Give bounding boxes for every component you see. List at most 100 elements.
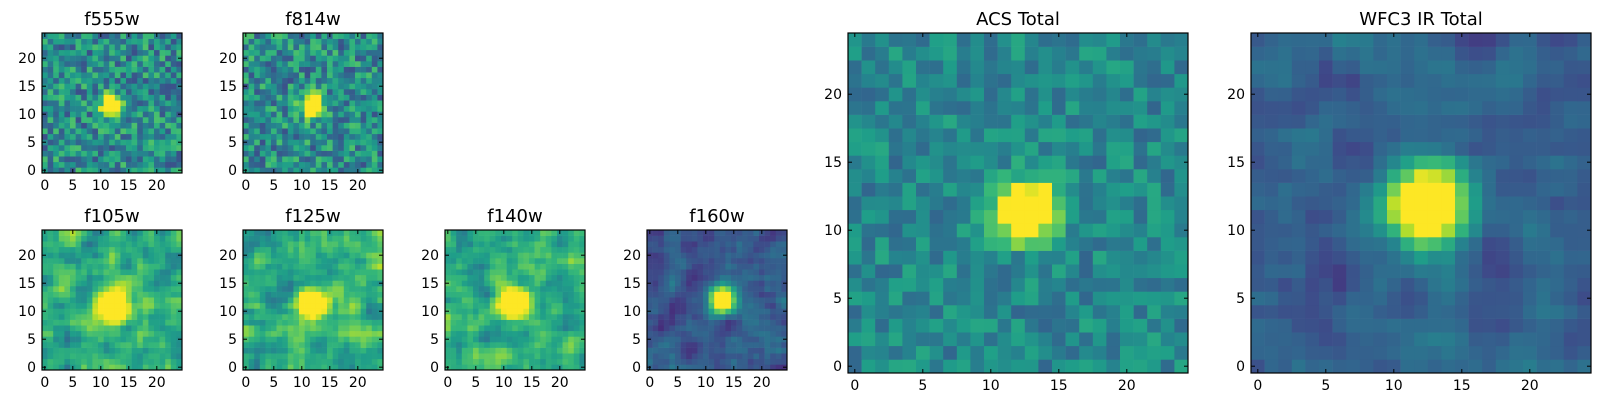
heatmap-cell (98, 258, 104, 264)
heatmap-cell (956, 223, 971, 238)
heatmap-cell (315, 246, 322, 253)
heatmap-cell (753, 263, 760, 270)
heatmap-cell (137, 252, 144, 259)
heatmap-cell (512, 325, 519, 332)
heatmap-cell (512, 353, 519, 360)
heatmap-cell (861, 196, 876, 211)
heatmap-cell (366, 167, 373, 174)
heatmap-cell (495, 235, 502, 242)
heatmap-cell (1079, 277, 1094, 292)
heatmap-cell (70, 83, 76, 90)
heatmap-cell (669, 297, 676, 304)
heatmap-cell (652, 269, 659, 276)
heatmap-cell (92, 94, 99, 101)
heatmap-cell (1359, 305, 1374, 319)
heatmap-cell (875, 223, 890, 238)
heatmap-cell (271, 111, 277, 118)
heatmap-cell (686, 286, 693, 292)
heatmap-cell (669, 319, 676, 326)
heatmap-cell (517, 252, 524, 259)
heatmap-cell (484, 230, 491, 236)
heatmap-cell (916, 114, 930, 129)
heatmap-cell (764, 291, 771, 298)
heatmap-cell (1482, 318, 1497, 333)
heatmap-cell (64, 161, 71, 168)
heatmap-cell (1024, 345, 1039, 360)
heatmap-cell (154, 269, 160, 276)
heatmap-cell (287, 258, 294, 264)
heatmap-cell (53, 105, 60, 112)
heatmap-cell (282, 105, 289, 112)
heatmap-cell (997, 60, 1012, 75)
heatmap-cell (103, 263, 110, 270)
heatmap-cell (120, 246, 127, 253)
heatmap-cell (495, 353, 502, 360)
heatmap-cell (573, 280, 580, 287)
heatmap-cell (64, 61, 71, 67)
heatmap-cell (478, 274, 485, 281)
heatmap-cell (159, 330, 166, 337)
heatmap-cell (753, 314, 760, 320)
heatmap-cell (461, 364, 468, 371)
heatmap-cell (154, 133, 160, 140)
heatmap-cell (371, 100, 378, 107)
heatmap-cell (512, 314, 519, 320)
heatmap-cell (259, 246, 266, 253)
heatmap-cell (691, 252, 698, 259)
heatmap-cell (271, 145, 277, 151)
heatmap-cell (131, 133, 138, 140)
heatmap-cell (103, 94, 110, 101)
heatmap-cell (248, 342, 255, 348)
heatmap-cell (1011, 182, 1026, 197)
heatmap-cell (861, 182, 876, 197)
heatmap-cell (461, 308, 468, 315)
heatmap-cell (321, 342, 328, 348)
heatmap-cell (109, 364, 116, 371)
heatmap-cell (506, 353, 513, 360)
heatmap-cell (970, 182, 985, 197)
heatmap-cell (714, 347, 721, 354)
heatmap-cell (568, 241, 575, 248)
heatmap-cell (1523, 169, 1537, 183)
heatmap-cell (1550, 291, 1565, 306)
heatmap-cell (1359, 196, 1374, 211)
heatmap-cell (1106, 73, 1121, 88)
heatmap-cell (98, 156, 104, 163)
heatmap-cell (126, 353, 132, 360)
heatmap-cell (64, 111, 71, 118)
heatmap-cell (349, 105, 356, 112)
heatmap-cell (355, 263, 361, 270)
heatmap-cell (154, 128, 160, 135)
heatmap-cell (1120, 305, 1134, 319)
heatmap-cell (114, 105, 121, 112)
heatmap-cell (1133, 359, 1148, 374)
heatmap-cell (1065, 46, 1080, 61)
heatmap-cell (1291, 345, 1306, 360)
heatmap-cell (310, 230, 317, 236)
heatmap-cell (276, 105, 283, 112)
heatmap-cell (1346, 264, 1361, 279)
heatmap-cell (70, 269, 76, 276)
heatmap-cell (1346, 305, 1361, 319)
heatmap-cell (42, 241, 48, 248)
heatmap-cell (42, 347, 48, 354)
heatmap-cell (658, 258, 665, 264)
heatmap-cell (759, 319, 765, 326)
heatmap-cell (47, 61, 54, 67)
heatmap-cell (1120, 128, 1134, 143)
heatmap-cell (848, 196, 862, 211)
heatmap-cell (663, 353, 670, 360)
heatmap-cell (473, 325, 479, 332)
heatmap-cell (148, 308, 155, 315)
heatmap-cell (997, 33, 1012, 47)
heatmap-cell (142, 145, 149, 151)
heatmap-cell (70, 325, 76, 332)
heatmap-cell (53, 128, 60, 135)
heatmap-cell (956, 155, 971, 170)
heatmap-cell (114, 291, 121, 298)
heatmap-cell (456, 269, 463, 276)
heatmap-cell (159, 297, 166, 304)
heatmap-cell (360, 308, 367, 315)
heatmap-cell (70, 358, 76, 365)
y-tick-label: 5 (228, 332, 237, 348)
